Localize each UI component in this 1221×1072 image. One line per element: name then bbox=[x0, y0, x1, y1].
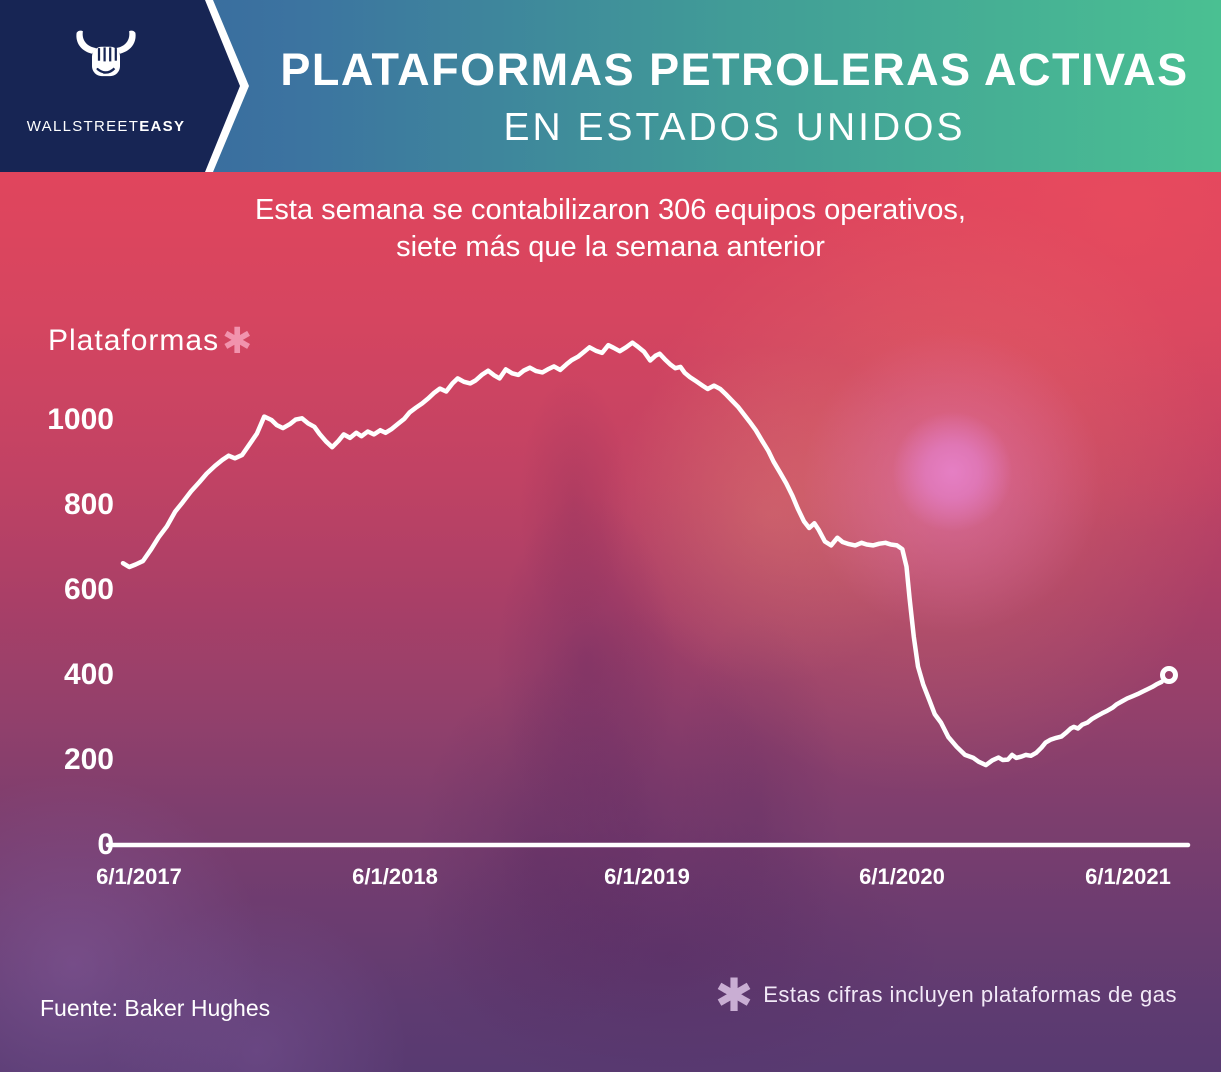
asterisk-icon: ✱ bbox=[714, 969, 754, 1021]
footnote-text: Estas cifras incluyen plataformas de gas bbox=[763, 982, 1177, 1007]
chart-caption: Esta semana se contabilizaron 306 equipo… bbox=[0, 192, 1221, 266]
brand-logo: WALLSTREETEASY bbox=[0, 0, 212, 172]
header-banner: WALLSTREETEASY PLATAFORMAS PETROLERAS AC… bbox=[0, 0, 1221, 172]
asterisk-icon: ✱ bbox=[222, 320, 254, 361]
brand-wordmark: WALLSTREETEASY bbox=[0, 118, 212, 135]
source-credit: Fuente: Baker Hughes bbox=[40, 995, 271, 1021]
x-tick-label: 6/1/2020 bbox=[859, 864, 945, 889]
x-tick-label: 6/1/2018 bbox=[352, 864, 438, 889]
page-subtitle: EN ESTADOS UNIDOS bbox=[503, 106, 966, 149]
x-tick-label: 6/1/2019 bbox=[604, 864, 690, 889]
brand-name-bold: EASY bbox=[139, 118, 186, 135]
y-tick-label: 400 bbox=[63, 658, 114, 691]
brand-panel: WALLSTREETEASY bbox=[0, 0, 240, 172]
x-tick-label: 6/1/2017 bbox=[96, 864, 182, 889]
y-axis-title: Plataformas✱ bbox=[48, 320, 253, 362]
y-tick-label: 1000 bbox=[47, 403, 114, 436]
bull-fist-icon bbox=[76, 30, 136, 77]
footnote: ✱ Estas cifras incluyen plataformas de g… bbox=[715, 972, 1177, 1018]
y-tick-label: 800 bbox=[63, 488, 114, 521]
y-tick-label: 600 bbox=[63, 573, 114, 606]
brand-name-regular: WALLSTREET bbox=[26, 118, 140, 135]
caption-line-2: siete más que la semana anterior bbox=[396, 231, 825, 263]
y-tick-label: 0 bbox=[97, 828, 114, 861]
page-title: PLATAFORMAS PETROLERAS ACTIVAS bbox=[280, 44, 1189, 95]
header-titles: PLATAFORMAS PETROLERAS ACTIVAS EN ESTADO… bbox=[248, 0, 1221, 150]
y-axis-title-text: Plataformas bbox=[48, 324, 220, 357]
x-tick-label: 6/1/2021 bbox=[1085, 864, 1171, 889]
caption-line-1: Esta semana se contabilizaron 306 equipo… bbox=[255, 194, 966, 226]
y-tick-label: 200 bbox=[63, 743, 114, 776]
